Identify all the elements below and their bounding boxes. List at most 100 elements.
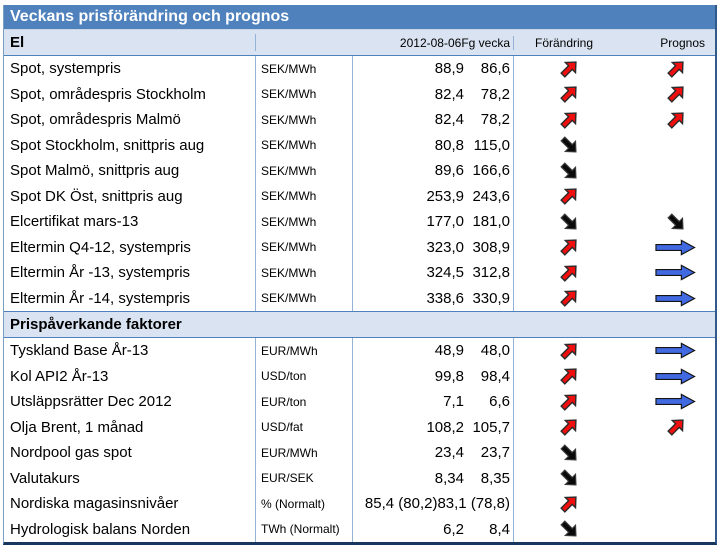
- row-values: 80,8 115,0: [353, 132, 514, 158]
- row-unit: % (Normalt): [256, 491, 353, 517]
- red-up-arrow-icon: [666, 419, 684, 437]
- previous-week-value: 312,8: [472, 264, 510, 282]
- current-value: 6,2: [443, 520, 464, 538]
- row-label: Eltermin Q4-12, systempris: [10, 238, 191, 256]
- red-up-arrow-icon: [560, 290, 577, 308]
- red-up-arrow-icon: [560, 394, 577, 411]
- unit-label: EUR/ton: [261, 394, 307, 409]
- blue-right-arrow-icon: [655, 239, 696, 256]
- unit-label: % (Normalt): [261, 496, 326, 511]
- table-row: Spot Malmö, snittpris aug SEK/MWh 89,6 166,…: [4, 158, 715, 184]
- row-unit: SEK/MWh: [256, 260, 353, 286]
- row-label: Elcertifikat mars-13: [10, 213, 139, 231]
- blue-right-arrow-icon: [655, 393, 696, 410]
- row-label: Hydrologisk balans Norden: [10, 520, 191, 538]
- forecast-indicator: [614, 264, 715, 281]
- change-indicator: [514, 133, 614, 157]
- table-row: Eltermin Q4-12, systempris SEK/MWh 323,0 30…: [4, 234, 715, 260]
- previous-week-value: 330,9: [472, 289, 510, 307]
- table-row: Nordiska magasinsnivåer % (Normalt) 85,4 (…: [4, 491, 715, 517]
- row-unit: SEK/MWh: [256, 56, 353, 82]
- previous-week-value: 23,7: [480, 444, 510, 462]
- section-factors-label: Prispåverkande faktorer: [10, 316, 182, 333]
- table-row: Eltermin År -13, systempris SEK/MWh 324,5 3…: [4, 260, 715, 286]
- row-values: 7,1 6,6: [353, 389, 514, 415]
- unit-label: SEK/MWh: [261, 291, 317, 306]
- row-values: 89,6 166,6: [353, 158, 514, 184]
- row-name: Spot Malmö, snittpris aug: [4, 158, 256, 184]
- red-up-arrow-icon: [560, 239, 577, 257]
- previous-week-value: 115,0: [473, 136, 510, 154]
- change-indicator: [514, 57, 614, 81]
- row-unit: SEK/MWh: [256, 81, 353, 107]
- change-indicator: [514, 339, 614, 363]
- forecast-indicator: [614, 415, 715, 439]
- current-value: 80,8: [434, 136, 464, 154]
- forecast-indicator: [614, 57, 715, 81]
- blue-right-arrow-icon: [655, 290, 696, 307]
- table-row: Spot, områdespris Malmö SEK/MWh 82,4 78,2: [4, 107, 715, 133]
- row-unit: SEK/MWh: [256, 132, 353, 158]
- row-label: Olja Brent, 1 månad: [10, 418, 144, 436]
- row-label: Eltermin År -14, systempris: [10, 289, 191, 307]
- table-row: Olja Brent, 1 månad USD/fat 108,2 105,7: [4, 414, 715, 440]
- previous-week-value: 105,7: [472, 418, 510, 436]
- table-row: Tyskland Base År-13 EUR/MWh 48,9 48,0: [4, 338, 715, 364]
- row-label: Spot, områdespris Stockholm: [10, 85, 206, 103]
- change-indicator: [514, 108, 614, 132]
- previous-week-value: 166,6: [472, 162, 510, 180]
- table-row: Elcertifikat mars-13 SEK/MWh 177,0 181,0: [4, 209, 715, 235]
- red-up-arrow-icon: [560, 86, 577, 104]
- current-value: 177,0: [426, 213, 464, 231]
- change-indicator: [514, 210, 614, 234]
- row-name: Utsläppsrätter Dec 2012: [4, 389, 256, 415]
- black-down-arrow-icon: [560, 444, 577, 461]
- row-values: 324,5 312,8: [353, 260, 514, 286]
- table-row: Spot DK Öst, snittpris aug SEK/MWh 253,9 24…: [4, 183, 715, 209]
- row-values: 48,9 48,0: [353, 338, 514, 364]
- unit-label: SEK/MWh: [261, 189, 317, 204]
- row-name: Spot DK Öst, snittpris aug: [4, 183, 256, 209]
- previous-week-value: 243,6: [472, 187, 510, 205]
- red-up-arrow-icon: [560, 265, 577, 282]
- row-unit: EUR/SEK: [256, 465, 353, 491]
- row-values: 88,9 86,6: [353, 56, 514, 82]
- red-up-arrow-icon: [666, 112, 684, 129]
- change-indicator: [514, 441, 614, 465]
- previous-week-value: 83,1 (78,8): [437, 495, 510, 513]
- factors-header-row: Prispåverkande faktorer: [4, 311, 715, 338]
- row-values: 99,8 98,4: [353, 363, 514, 389]
- row-label: Spot Malmö, snittpris aug: [10, 162, 180, 180]
- row-name: Kol API2 År-13: [4, 363, 256, 389]
- row-label: Spot Stockholm, snittpris aug: [10, 136, 205, 154]
- previous-week-value: 6,6: [489, 393, 510, 411]
- row-name: Spot, områdespris Malmö: [4, 107, 256, 133]
- row-unit: SEK/MWh: [256, 285, 353, 311]
- table-row: Kol API2 År-13 USD/ton 99,8 98,4: [4, 363, 715, 389]
- unit-label: TWh (Normalt): [261, 522, 340, 537]
- change-indicator: [514, 466, 614, 490]
- row-values: 177,0 181,0: [353, 209, 514, 235]
- current-value: 108,2: [426, 418, 464, 436]
- column-header-date: 2012-08-06: [399, 35, 462, 50]
- row-name: Hydrologisk balans Norden: [4, 516, 256, 542]
- table-row: Utsläppsrätter Dec 2012 EUR/ton 7,1 6,6: [4, 389, 715, 415]
- unit-label: SEK/MWh: [261, 214, 317, 229]
- black-down-arrow-icon: [560, 162, 577, 179]
- el-rows: Spot, systempris SEK/MWh 88,9 86,6 Spot, omr…: [4, 56, 715, 311]
- unit-label: EUR/MWh: [261, 445, 318, 460]
- previous-week-value: 8,35: [480, 469, 510, 487]
- forecast-indicator: [614, 290, 715, 307]
- row-name: Nordiska magasinsnivåer: [4, 491, 256, 517]
- current-value: 99,8: [434, 367, 464, 385]
- current-value: 253,9: [426, 187, 464, 205]
- current-value: 89,6: [434, 162, 464, 180]
- row-name: Eltermin År -14, systempris: [4, 285, 256, 311]
- unit-label: SEK/MWh: [261, 138, 317, 153]
- current-value: 82,4: [434, 111, 464, 129]
- blue-right-arrow-icon: [655, 342, 696, 359]
- row-label: Utsläppsrätter Dec 2012: [10, 393, 172, 411]
- forecast-indicator: [614, 210, 715, 234]
- unit-label: SEK/MWh: [261, 163, 317, 178]
